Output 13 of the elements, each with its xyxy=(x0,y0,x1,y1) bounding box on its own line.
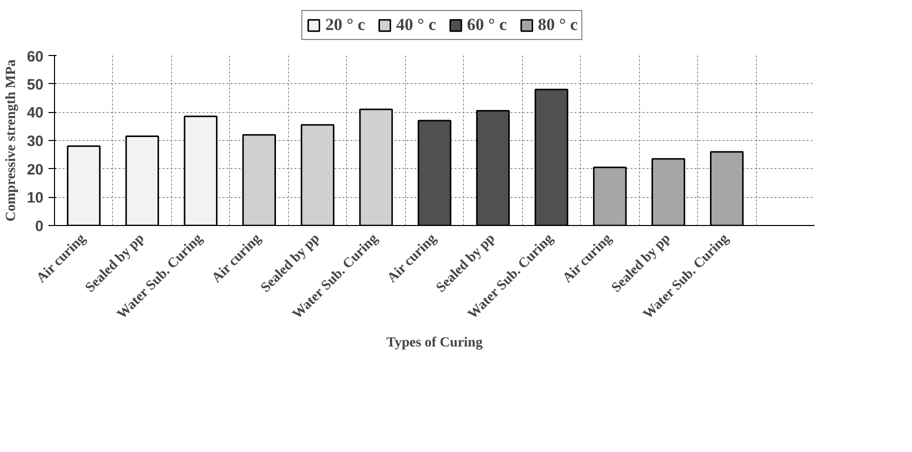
y-tick-label: 0 xyxy=(35,218,44,235)
y-tick-label: 10 xyxy=(26,190,44,207)
legend-label: 20 ° c xyxy=(325,15,366,35)
legend-label: 40 ° c xyxy=(396,15,436,35)
y-tick-label: 40 xyxy=(26,104,44,122)
x-axis-title: Types of Curing xyxy=(386,336,483,351)
y-tick-label: 60 xyxy=(26,48,44,66)
y-tick-label: 30 xyxy=(26,133,44,150)
y-tick-label: 50 xyxy=(26,76,44,94)
y-axis-title: Compressive strength MPa xyxy=(4,59,19,222)
legend-label: 60 ° c xyxy=(467,15,507,35)
y-tick-label: 20 xyxy=(26,161,44,178)
legend-label: 80 ° c xyxy=(538,15,578,35)
